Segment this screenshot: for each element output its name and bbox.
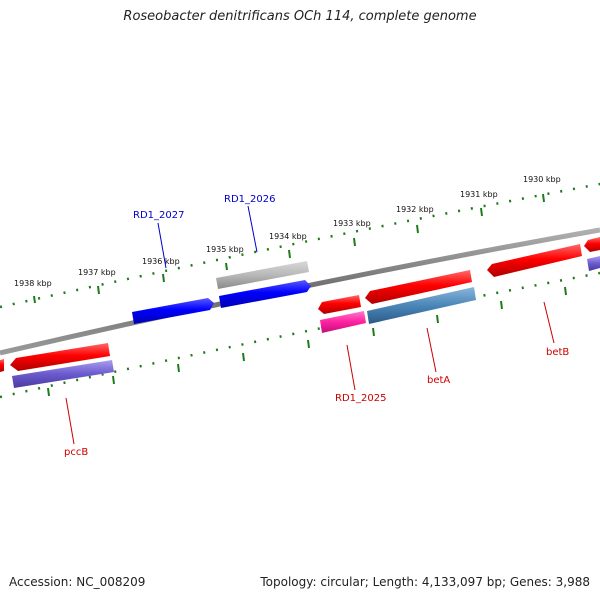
leader-rd1-2026 — [247, 205, 258, 253]
topology-text: Topology: circular; Length: 4,133,097 bp… — [260, 575, 590, 589]
major-tick — [436, 314, 439, 324]
leader-rd1-2025 — [346, 344, 356, 391]
gene-beta-red[interactable] — [365, 270, 472, 304]
forward-features — [132, 261, 311, 324]
major-tick — [500, 300, 503, 310]
major-tick — [177, 363, 180, 373]
major-tick — [225, 262, 228, 271]
gene-pccb-red[interactable] — [10, 343, 110, 371]
tick-label: 1938 kbp — [14, 279, 52, 288]
major-tick — [33, 295, 36, 304]
genome-title: Roseobacter denitrificans OCh 114, compl… — [123, 9, 477, 24]
gene-rd1-2026[interactable] — [219, 280, 311, 308]
accession-text: Accession: NC_008209 — [9, 575, 146, 589]
gene-gray-feature[interactable] — [216, 261, 309, 289]
major-tick — [242, 352, 245, 362]
gene-label-betb: betB — [546, 347, 569, 358]
gene-labels: RD1_2027 RD1_2026 RD1_2025 betA betB pcc… — [64, 194, 569, 458]
major-tick — [372, 327, 375, 337]
gene-label-rd1-2026: RD1_2026 — [224, 194, 275, 205]
major-tick — [353, 237, 356, 247]
leader-pccb — [65, 397, 75, 445]
gene-rd1-2027[interactable] — [132, 298, 214, 324]
leader-betb — [543, 301, 555, 344]
major-tick — [162, 273, 165, 283]
gene-label-pccb: pccB — [64, 447, 88, 458]
reverse-major-ticks — [47, 286, 567, 397]
gene-left-partial[interactable] — [0, 359, 4, 372]
gene-label-beta: betA — [427, 375, 450, 386]
tick-label: 1934 kbp — [269, 232, 307, 241]
tick-label: 1931 kbp — [460, 190, 498, 199]
feature-pccb-slate[interactable] — [12, 360, 114, 388]
tick-label: 1932 kbp — [396, 205, 434, 214]
major-tick — [112, 375, 115, 385]
feature-right-partial-slate[interactable] — [587, 256, 600, 271]
major-tick — [97, 285, 100, 295]
feature-rd1-2025-magenta[interactable] — [320, 311, 366, 333]
major-tick — [288, 249, 291, 259]
reverse-features — [0, 237, 600, 372]
major-tick — [564, 286, 567, 296]
gene-right-partial-red[interactable] — [584, 237, 600, 252]
label-leaders — [65, 205, 555, 445]
tick-label: 1935 kbp — [206, 245, 244, 254]
major-tick — [480, 207, 483, 217]
feature-beta-steel[interactable] — [367, 287, 476, 324]
tick-label: 1936 kbp — [142, 257, 180, 266]
tick-label: 1933 kbp — [333, 219, 371, 228]
major-tick — [416, 224, 419, 234]
gene-label-rd1-2025: RD1_2025 — [335, 393, 386, 404]
major-ticks — [33, 193, 545, 304]
leader-beta — [426, 327, 437, 373]
major-tick — [307, 339, 310, 349]
gene-rd1-2025-red[interactable] — [318, 295, 361, 314]
tick-labels: 1938 kbp 1937 kbp 1936 kbp 1935 kbp 1934… — [14, 175, 561, 288]
major-tick — [542, 193, 545, 203]
reverse-secondary-features — [12, 256, 600, 388]
gene-label-rd1-2027: RD1_2027 — [133, 210, 184, 221]
tick-label: 1937 kbp — [78, 268, 116, 277]
leader-rd1-2027 — [157, 222, 167, 269]
gene-betb-red[interactable] — [487, 244, 582, 277]
major-tick — [47, 387, 50, 397]
tick-label: 1930 kbp — [523, 175, 561, 184]
